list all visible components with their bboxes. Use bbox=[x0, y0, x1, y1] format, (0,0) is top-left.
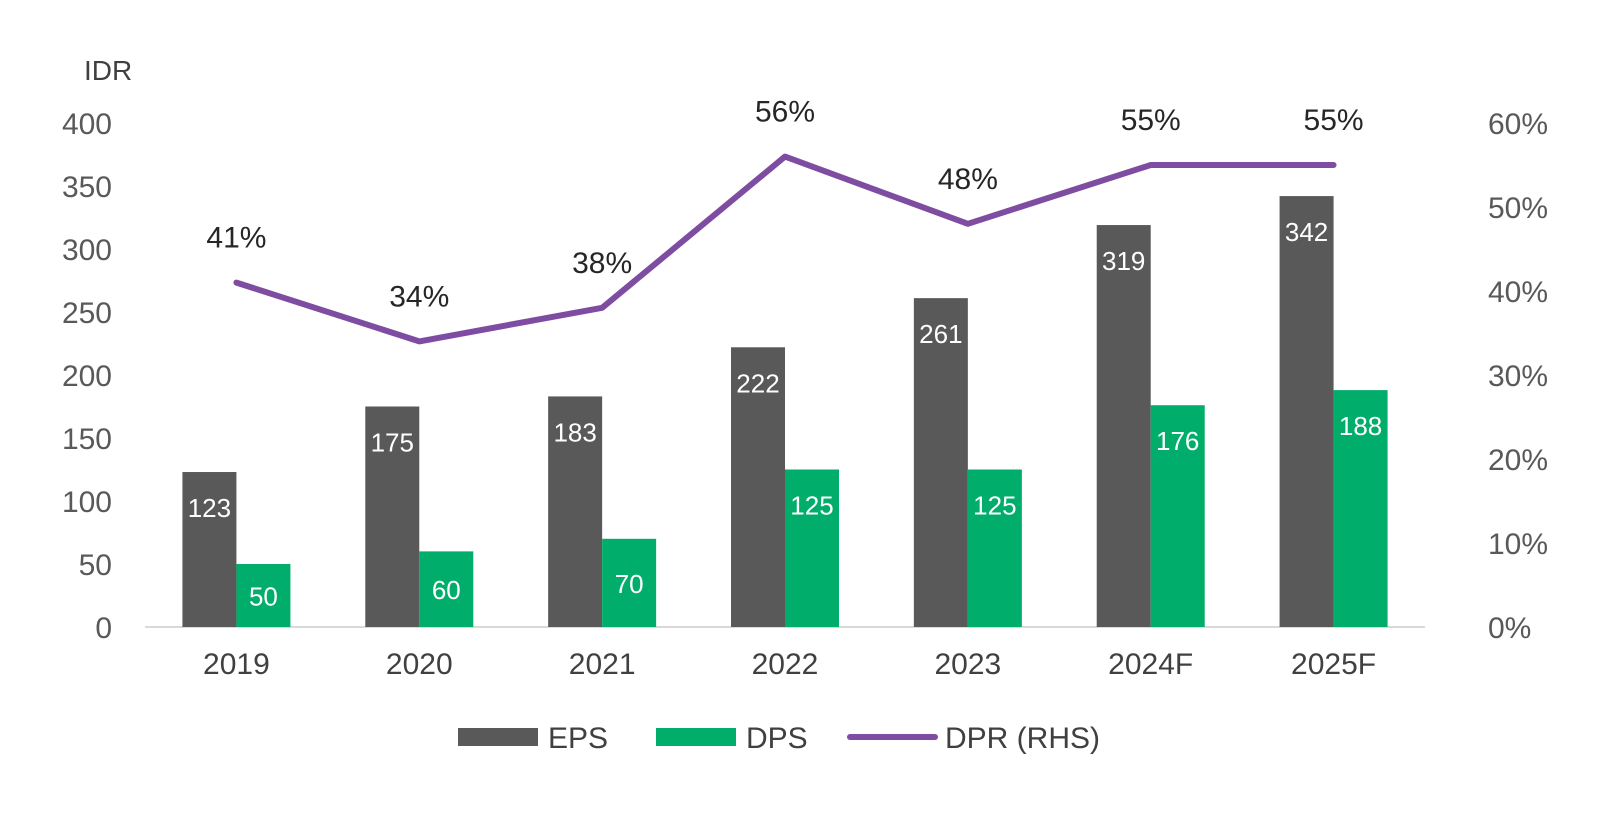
right-axis-tick-label: 60% bbox=[1488, 108, 1548, 141]
legend-label: DPR (RHS) bbox=[945, 722, 1100, 755]
dps-bar bbox=[1150, 405, 1205, 627]
dps-data-label: 70 bbox=[615, 569, 644, 599]
dps-bar bbox=[236, 564, 291, 627]
right-axis-tick-label: 50% bbox=[1488, 192, 1548, 225]
dpr-data-label: 56% bbox=[755, 96, 815, 129]
legend: EPS DPS DPR (RHS) bbox=[458, 722, 1100, 755]
x-axis-category-label: 2019 bbox=[203, 648, 270, 681]
left-axis-tick-label: 400 bbox=[62, 108, 112, 141]
eps-data-label: 319 bbox=[1102, 246, 1145, 276]
dpr-data-label: 55% bbox=[1304, 104, 1364, 137]
dps-data-label: 125 bbox=[790, 491, 833, 521]
x-axis-category-label: 2024F bbox=[1108, 648, 1193, 681]
left-axis-tick-label: 150 bbox=[62, 423, 112, 456]
category-labels: 2019 2020 2021 2022 2023 2024F 2025F bbox=[203, 648, 1376, 681]
dps-bar bbox=[1333, 390, 1388, 627]
eps-bar bbox=[548, 396, 603, 627]
dpr-line bbox=[233, 153, 1337, 345]
eps-bar bbox=[1279, 196, 1334, 627]
dpr-data-label: 48% bbox=[938, 163, 998, 196]
left-axis-tick-label: 100 bbox=[62, 486, 112, 519]
eps-data-label: 342 bbox=[1285, 217, 1328, 247]
line-series-group: 41% 34% 38% 56% 48% 55% 55% bbox=[206, 96, 1364, 345]
x-axis-category-label: 2020 bbox=[386, 648, 453, 681]
eps-bar bbox=[731, 347, 785, 627]
left-axis-unit-label: IDR bbox=[84, 55, 132, 86]
dps-data-label: 125 bbox=[973, 491, 1016, 521]
left-axis-tick-label: 50 bbox=[79, 549, 112, 582]
eps-bar bbox=[1096, 225, 1151, 627]
eps-bar bbox=[182, 472, 237, 627]
x-axis-category-label: 2022 bbox=[752, 648, 819, 681]
left-axis-tick-label: 0 bbox=[95, 612, 112, 645]
legend-label: DPS bbox=[746, 722, 808, 755]
dpr-data-label: 38% bbox=[572, 247, 632, 280]
bars-group: 123 175 183 222 261 319 342 50 60 70 125 125 176 188 bbox=[182, 196, 1388, 627]
dpr-data-label: 34% bbox=[389, 280, 449, 313]
dps-data-label: 50 bbox=[249, 582, 278, 612]
right-axis-tick-label: 20% bbox=[1488, 444, 1548, 477]
eps-bar bbox=[365, 406, 420, 627]
dps-bar bbox=[785, 469, 839, 627]
right-axis-tick-label: 40% bbox=[1488, 276, 1548, 309]
dps-bar bbox=[967, 469, 1022, 627]
right-axis-tick-label: 0% bbox=[1488, 612, 1531, 645]
dps-bar bbox=[602, 538, 657, 627]
left-axis-tick-label: 350 bbox=[62, 171, 112, 204]
right-axis: 0% 10% 20% 30% 40% 50% 60% bbox=[1488, 108, 1548, 645]
left-axis-tick-label: 250 bbox=[62, 297, 112, 330]
dpr-data-label: 41% bbox=[206, 222, 266, 255]
dps-data-label: 176 bbox=[1156, 426, 1199, 456]
left-axis: IDR 0 50 100 150 200 250 300 350 400 bbox=[62, 55, 132, 645]
legend-swatch bbox=[458, 728, 538, 746]
dps-data-label: 60 bbox=[432, 575, 461, 605]
eps-data-label: 222 bbox=[736, 368, 779, 398]
x-axis-category-label: 2023 bbox=[934, 648, 1001, 681]
dpr-data-label: 55% bbox=[1121, 104, 1181, 137]
dps-data-label: 188 bbox=[1339, 411, 1382, 441]
legend-label: EPS bbox=[548, 722, 608, 755]
eps-data-label: 183 bbox=[553, 417, 596, 447]
eps-data-label: 175 bbox=[371, 428, 414, 458]
left-axis-tick-label: 300 bbox=[62, 234, 112, 267]
right-axis-tick-label: 10% bbox=[1488, 528, 1548, 561]
right-axis-tick-label: 30% bbox=[1488, 360, 1548, 393]
legend-swatch bbox=[656, 728, 736, 746]
eps-bar bbox=[913, 298, 968, 627]
eps-data-label: 261 bbox=[919, 319, 962, 349]
x-axis-category-label: 2025F bbox=[1291, 648, 1376, 681]
x-axis-category-label: 2021 bbox=[569, 648, 636, 681]
eps-data-label: 123 bbox=[188, 493, 231, 523]
left-axis-tick-label: 200 bbox=[62, 360, 112, 393]
dps-bar bbox=[419, 551, 474, 627]
